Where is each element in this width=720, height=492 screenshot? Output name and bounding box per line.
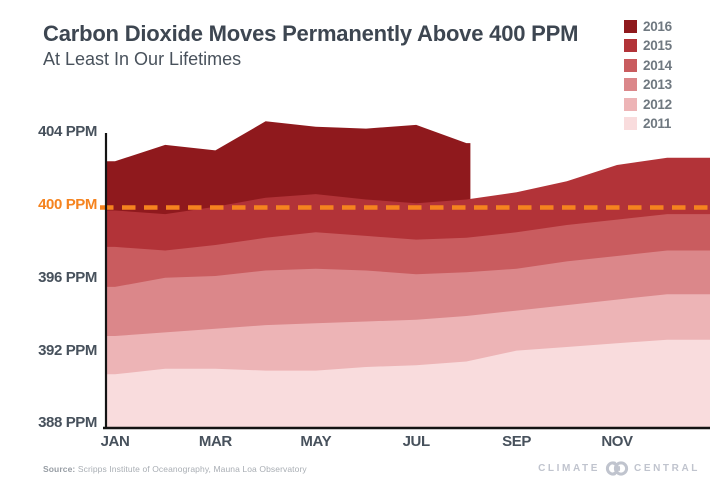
interlocking-circles-icon (605, 460, 630, 477)
source-label: Source: (43, 464, 76, 474)
legend-item-2012: 2012 (624, 96, 672, 112)
y-tick-400ppm: 400 PPM (38, 196, 97, 213)
x-tick-nov: NOV (601, 433, 633, 450)
legend-swatch-2016 (624, 20, 637, 33)
legend-swatch-2014 (624, 58, 637, 72)
legend-swatch-2011 (624, 116, 637, 130)
source-note: Source: Scripps Institute of Oceanograph… (43, 464, 307, 474)
climate-central-logo: CLIMATE CENTRAL (538, 460, 700, 477)
x-tick-jan: JAN (100, 433, 130, 450)
x-tick-may: MAY (300, 433, 332, 450)
x-tick-jul: JUL (402, 433, 431, 450)
x-tick-mar: MAR (198, 433, 232, 450)
x-tick-sep: SEP (502, 433, 532, 450)
legend-item-2015: 2015 (624, 38, 672, 54)
legend-year-label: 2011 (643, 115, 672, 131)
legend-item-2016: 2016 (624, 19, 672, 34)
legend-year-label: 2016 (643, 19, 672, 34)
area-series-2011 (105, 339, 710, 427)
legend-item-2014: 2014 (624, 57, 672, 73)
legend-swatch-2015 (624, 39, 637, 53)
legend-year-label: 2014 (643, 57, 672, 73)
logo-word-climate: CLIMATE (538, 462, 601, 474)
legend-item-2011: 2011 (624, 115, 672, 131)
logo-word-central: CENTRAL (634, 462, 700, 474)
y-tick-404ppm: 404 PPM (38, 123, 97, 141)
legend-swatch-2013 (624, 78, 637, 92)
legend-year-label: 2015 (643, 38, 672, 54)
page-subtitle: At Least In Our Lifetimes (43, 49, 242, 69)
y-tick-396ppm: 396 PPM (38, 268, 97, 286)
legend-year-label: 2013 (643, 77, 672, 93)
y-tick-392ppm: 392 PPM (38, 341, 97, 359)
legend-item-2013: 2013 (624, 77, 672, 93)
source-text: Scripps Institute of Oceanography, Mauna… (75, 464, 307, 474)
chart-legend: 2016 2015 2014 2013 2012 2011 (624, 19, 672, 136)
y-axis-labels: 404 PPM 400 PPM 396 PPM 392 PPM 388 PPM (0, 0, 97, 492)
legend-swatch-2012 (624, 97, 637, 111)
y-tick-388ppm: 388 PPM (38, 414, 97, 432)
legend-year-label: 2012 (643, 96, 672, 112)
page-title: Carbon Dioxide Moves Permanently Above 4… (43, 21, 579, 46)
